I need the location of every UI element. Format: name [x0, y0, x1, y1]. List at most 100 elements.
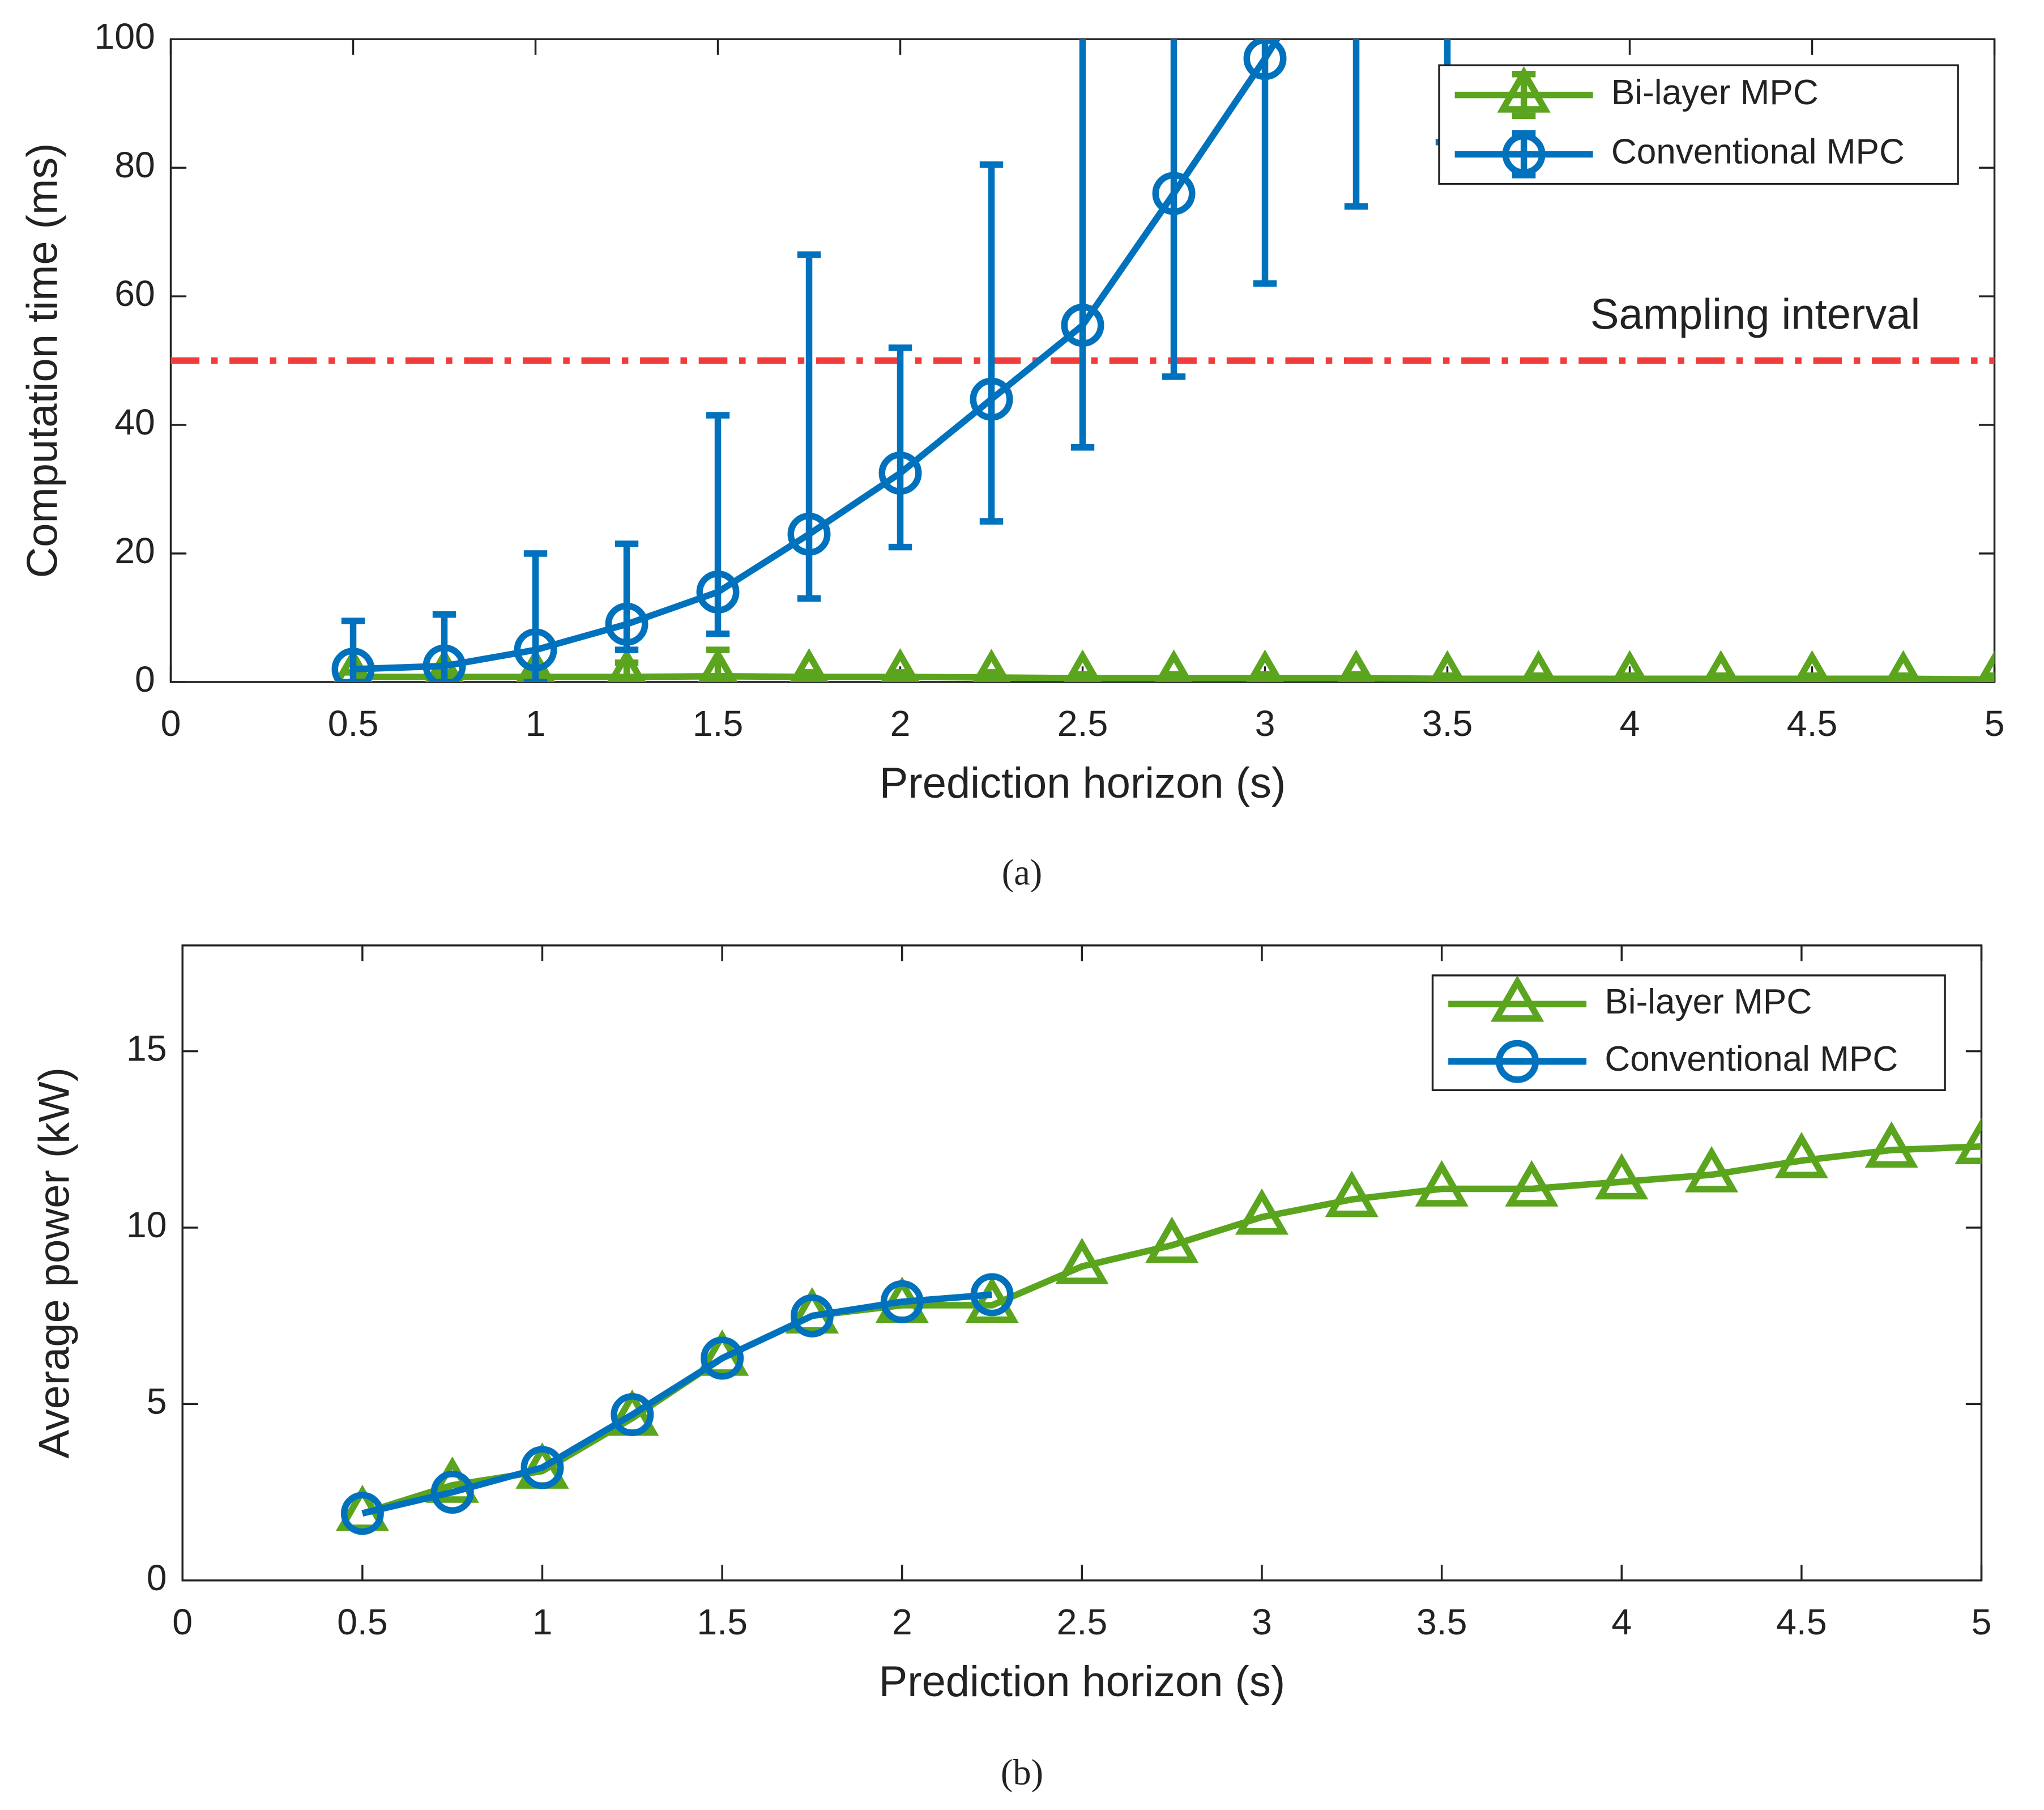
marker	[701, 1336, 744, 1380]
marker	[1976, 650, 1995, 682]
x-tick-label: 1	[526, 703, 546, 744]
x-tick-label: 2	[892, 1602, 912, 1642]
marker	[516, 648, 555, 682]
y-tick-label: 0	[135, 659, 155, 700]
y-axis-label: Computation time (ms)	[19, 143, 67, 578]
marker	[881, 648, 920, 682]
x-tick-label: 1.5	[693, 703, 744, 744]
error-bar	[1253, 39, 1277, 287]
marker	[1325, 1170, 1379, 1217]
x-tick-label: 5	[1985, 703, 2005, 744]
marker	[331, 648, 375, 682]
marker	[787, 512, 831, 556]
marker	[970, 377, 1013, 421]
series-line	[353, 39, 1281, 672]
marker	[696, 570, 740, 614]
error-bar	[615, 540, 639, 653]
y-tick-label: 10	[126, 1204, 167, 1245]
marker	[1774, 1132, 1829, 1178]
marker	[1497, 66, 1551, 113]
x-axis-label: Prediction horizon (s)	[880, 759, 1286, 807]
error-bar	[1070, 39, 1095, 451]
marker	[334, 648, 373, 682]
legend-label: Conventional MPC	[1605, 1040, 1898, 1079]
x-tick-label: 4	[1611, 1602, 1632, 1642]
y-tick-label: 20	[114, 530, 155, 571]
error-bar	[1344, 39, 1368, 210]
y-tick-label: 60	[114, 273, 155, 314]
x-tick-label: 3	[1252, 1602, 1272, 1642]
marker	[1243, 39, 1287, 80]
marker	[1611, 650, 1648, 682]
marker	[1702, 650, 1739, 682]
error-bar	[888, 344, 912, 551]
y-tick-label: 100	[94, 16, 155, 57]
marker	[1235, 1188, 1289, 1235]
x-tick-label: 3.5	[1422, 703, 1473, 744]
marker	[698, 648, 738, 682]
marker	[1864, 1121, 1918, 1168]
marker	[1064, 649, 1102, 682]
legend-label: Bi-layer MPC	[1611, 73, 1819, 112]
legend-label: Bi-layer MPC	[1605, 982, 1812, 1021]
marker	[790, 1294, 834, 1338]
x-tick-label: 1	[532, 1602, 553, 1642]
marker	[970, 1273, 1014, 1317]
x-tick-label: 4.5	[1787, 703, 1838, 744]
y-tick-label: 15	[126, 1028, 167, 1069]
marker	[1794, 650, 1830, 682]
chart: 0 0.5 1 1.5 2 2.5 3 3.5 4 4.5 5 0 20 40 60 80 100 Predict…	[19, 16, 2005, 893]
x-tick-label: 0.5	[337, 1602, 388, 1642]
plot	[170, 39, 1995, 682]
error-bar	[979, 161, 1004, 525]
y-tick-label: 0	[147, 1557, 167, 1598]
y-tick-label: 40	[114, 402, 155, 442]
marker	[972, 649, 1011, 682]
marker	[1152, 172, 1196, 215]
chart: 0 0.5 1 1.5 2 2.5 3 3.5 4 4.5 5 0 5 10 15 Prediction ho…	[30, 944, 1992, 1792]
legend-box	[1431, 974, 1946, 1092]
marker	[1061, 304, 1104, 347]
x-tick-label: 2	[890, 703, 911, 744]
marker	[605, 602, 648, 646]
marker	[1429, 650, 1466, 682]
marker	[1415, 1160, 1469, 1207]
x-tick-label: 1.5	[697, 1602, 748, 1642]
error-bar	[523, 550, 548, 682]
marker	[1246, 649, 1284, 682]
annotation: Sampling interval	[1590, 291, 1920, 339]
marker	[880, 1280, 924, 1323]
marker	[425, 648, 464, 682]
x-tick-label: 4.5	[1776, 1602, 1827, 1642]
marker	[1684, 1145, 1739, 1193]
marker	[1496, 1040, 1539, 1083]
marker	[1145, 1216, 1199, 1263]
x-tick-label: 5	[1972, 1602, 1992, 1642]
marker	[878, 452, 922, 495]
marker	[1885, 650, 1922, 682]
marker	[430, 1471, 474, 1514]
legend-label: Conventional MPC	[1611, 133, 1905, 172]
x-tick-label: 0	[172, 1602, 193, 1642]
marker	[514, 628, 557, 672]
caption: (a)	[1002, 853, 1043, 893]
marker	[1595, 1153, 1649, 1200]
x-tick-label: 0.5	[328, 703, 379, 744]
x-tick-label: 3	[1255, 703, 1275, 744]
error-bar	[797, 251, 821, 602]
marker	[1955, 1118, 1982, 1164]
marker	[520, 1446, 564, 1489]
marker	[1505, 1160, 1559, 1207]
marker	[790, 648, 829, 682]
marker	[1491, 975, 1544, 1022]
marker	[1502, 133, 1546, 176]
marker	[1337, 649, 1375, 682]
x-tick-label: 0	[161, 703, 181, 744]
plot	[335, 1118, 1982, 1535]
marker	[423, 644, 466, 682]
caption: (b)	[1001, 1752, 1043, 1792]
marker	[340, 1492, 384, 1535]
marker	[1055, 1237, 1109, 1284]
marker	[611, 1393, 654, 1437]
